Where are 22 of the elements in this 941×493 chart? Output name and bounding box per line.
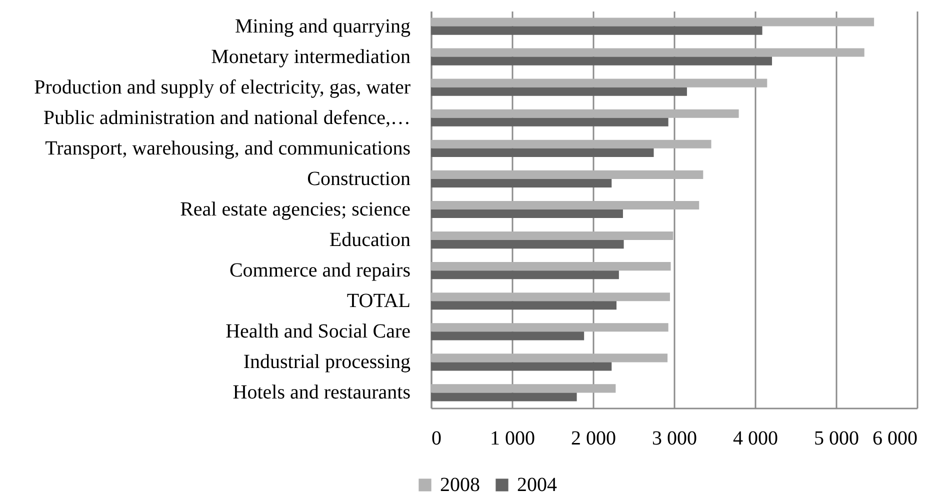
y-tick-label: Construction [307,168,410,190]
y-tick-label: Hotels and restaurants [232,382,411,404]
x-tick-label: 1 000 [490,428,535,450]
y-tick-label: Transport, warehousing, and communications [45,137,411,160]
y-tick-label: Commerce and repairs [229,260,411,282]
x-tick-label: 2 000 [571,428,616,450]
y-tick-label: Industrial processing [243,351,410,374]
y-tick-label: Mining and quarrying [234,15,410,38]
x-tick-label: 4 000 [733,428,778,450]
legend-label: 2008 [440,474,480,493]
y-tick-label: Production and supply of electricity, gas, water [34,76,411,98]
y-tick-label: Real estate agencies; science [180,198,411,220]
x-tick-label: 3 000 [652,428,697,450]
y-tick-label: Health and Social Care [226,320,411,343]
y-tick-label: Public administration and national defence,… [43,106,410,129]
y-tick-label: Monetary intermediation [211,46,410,68]
y-tick-label: Education [329,229,410,252]
y-tick-label: TOTAL [346,290,410,312]
legend-label: 2004 [517,474,557,493]
x-tick-label: 0 [432,428,442,450]
x-tick-label: 5 000 [814,428,859,450]
x-tick-label: 6 000 [872,428,918,450]
